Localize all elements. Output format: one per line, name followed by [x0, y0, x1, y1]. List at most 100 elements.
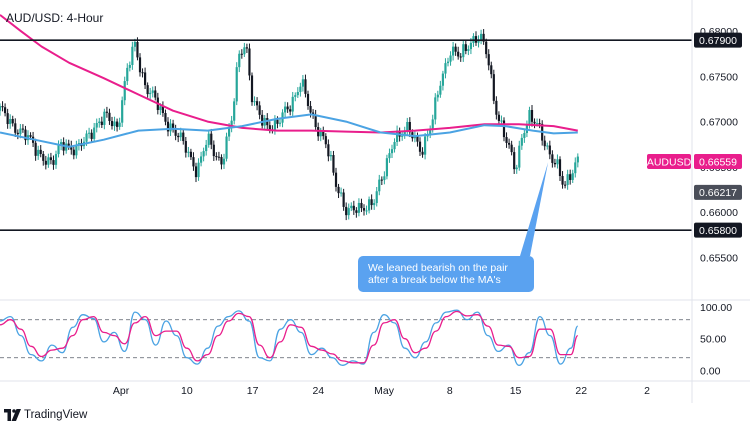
candle-up [301, 79, 305, 87]
tradingview-brand[interactable]: TradingView [4, 406, 87, 424]
annotation-callout [358, 256, 534, 292]
candle-down [29, 135, 32, 137]
candle-down [72, 149, 75, 156]
candle-up [383, 176, 386, 181]
candle-up [197, 162, 200, 178]
stochastic-tick-label: 100.00 [700, 302, 732, 314]
candle-up [429, 128, 432, 135]
candle-up [373, 203, 376, 206]
candle-down [174, 129, 177, 136]
candle-up [467, 49, 470, 51]
candle-down [146, 85, 149, 95]
time-axis: Apr 10 17 24 May 8 15 22 2 [113, 385, 650, 397]
candle-down [49, 157, 53, 161]
level-price-label: 0.65800 [699, 225, 737, 237]
candle-down [487, 54, 490, 66]
candle-up [535, 123, 539, 125]
candle-up [388, 153, 391, 159]
candle-down [34, 142, 37, 156]
candle-up [131, 46, 134, 65]
candle-up [233, 101, 236, 121]
candle-up [179, 132, 182, 138]
candle-up [357, 202, 361, 213]
candle-up [319, 131, 322, 137]
candle-down [143, 72, 147, 86]
candle-down [184, 141, 187, 153]
candle-down [194, 166, 198, 178]
last-price-tag [694, 153, 742, 169]
stochastic-tick-label: 50.00 [700, 334, 726, 346]
candle-down [138, 57, 142, 73]
candle-down [70, 145, 73, 150]
candle-up [9, 118, 12, 125]
candle-up [19, 128, 22, 135]
candle-up [75, 145, 78, 156]
candle-up [238, 53, 241, 68]
candle-up [413, 136, 417, 139]
candle-up [444, 63, 447, 74]
candle-down [105, 111, 109, 113]
candle-down [289, 109, 292, 112]
tradingview-logo-icon [4, 409, 21, 421]
price-tag [694, 184, 742, 200]
candle-up [225, 136, 228, 159]
candle-down [355, 210, 358, 213]
candle-up [187, 151, 190, 153]
candle-up [576, 156, 579, 163]
candle-up [235, 67, 238, 102]
candle-down [3, 107, 7, 114]
candle-down [327, 144, 330, 157]
candle-up [518, 145, 521, 168]
chart-title: AUD/USD: 4-Hour [6, 11, 103, 25]
candle-up [339, 192, 343, 194]
candle-up [98, 121, 101, 123]
candle-up [434, 97, 437, 120]
candle-down [90, 132, 93, 139]
candle-down [141, 72, 144, 74]
candle-down [464, 44, 467, 51]
candle-down [161, 106, 165, 113]
candle-up [103, 111, 106, 125]
candle-down [255, 101, 259, 106]
candle-down [332, 155, 335, 173]
candle-up [93, 127, 96, 139]
candle-down [561, 176, 564, 185]
candle-up [273, 119, 277, 130]
stochastic-line-stoch_d [0, 310, 579, 364]
candle-up [133, 42, 137, 47]
candle-up [299, 86, 302, 93]
candle-down [352, 205, 355, 211]
stochastic-tick-label: 0.00 [700, 365, 721, 377]
candle-up [520, 137, 523, 146]
time-tick-label: May [374, 385, 395, 397]
candle-up [296, 92, 299, 96]
time-tick-label: 8 [447, 385, 453, 397]
candle-down [250, 75, 254, 103]
candle-down [311, 112, 315, 115]
candle-down [11, 118, 14, 124]
candle-down [248, 48, 251, 76]
candle-down [360, 202, 363, 209]
candle-up [566, 174, 569, 185]
level-price-tag [694, 32, 742, 48]
candle-down [245, 47, 249, 49]
candle-down [337, 186, 340, 194]
candle-down [177, 135, 180, 138]
candle-up [294, 95, 297, 97]
candle-down [212, 144, 215, 157]
candle-up [118, 122, 121, 127]
candle-down [457, 51, 460, 57]
candle-down [164, 112, 167, 122]
candle-up [113, 121, 116, 127]
candle-up [574, 162, 577, 174]
last-price-label: 0.66559 [699, 156, 737, 168]
candle-up [151, 90, 154, 93]
candle-up [449, 55, 452, 62]
moving-average-fast [0, 113, 578, 148]
candle-up [365, 210, 368, 212]
candle-down [115, 121, 119, 127]
candle-down [495, 100, 498, 115]
candle-down [322, 131, 325, 137]
candle-down [342, 192, 345, 207]
candle-down [416, 136, 419, 142]
